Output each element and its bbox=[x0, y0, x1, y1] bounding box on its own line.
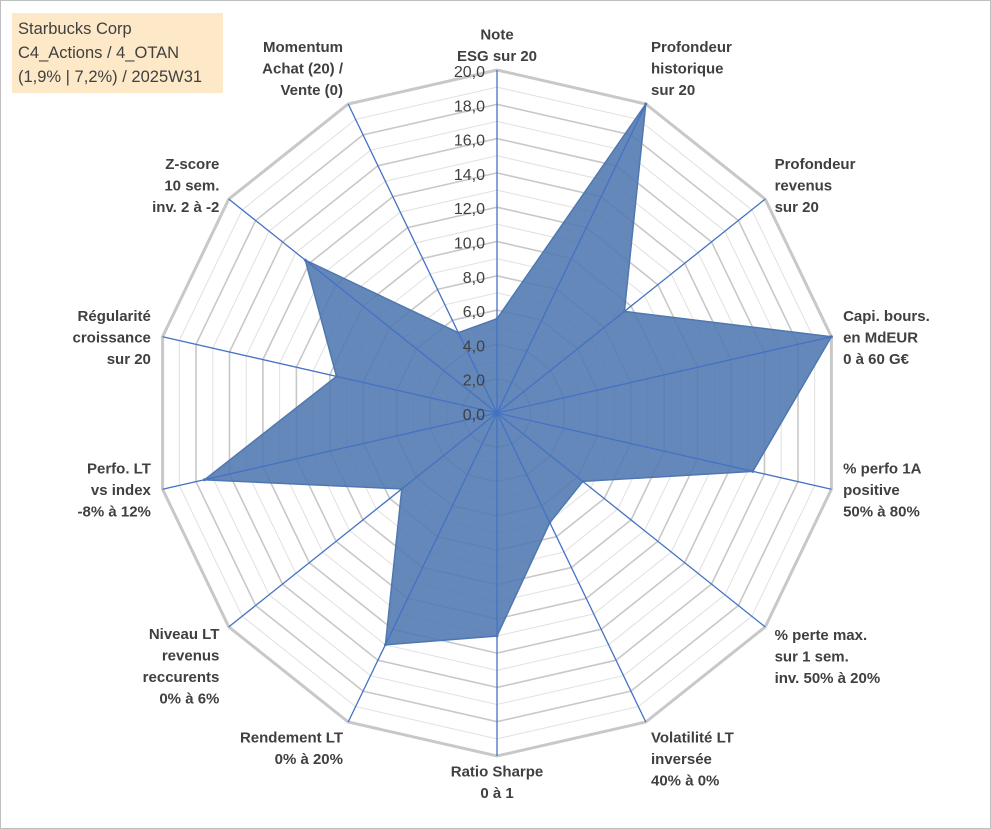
tick-label: 16,0 bbox=[454, 133, 485, 150]
axis-label: 10 sem. bbox=[164, 178, 219, 195]
tick-label: 8,0 bbox=[463, 270, 485, 287]
data-point bbox=[383, 643, 387, 647]
tick-label: 4,0 bbox=[463, 338, 485, 355]
axis-label: 0% à 20% bbox=[275, 751, 343, 768]
tick-label: 18,0 bbox=[454, 98, 485, 115]
axis-spoke bbox=[162, 412, 498, 490]
title-period: (1,9% | 7,2%) / 2025W31 bbox=[18, 68, 203, 86]
axis-label: en MdEUR bbox=[843, 329, 918, 346]
tick-label: 0,0 bbox=[463, 407, 485, 424]
axis-label: Capi. bours. bbox=[843, 308, 930, 325]
axis-spoke bbox=[496, 412, 766, 628]
axis-spoke bbox=[496, 412, 647, 723]
data-point bbox=[622, 309, 626, 313]
axis-label: 0 à 1 bbox=[480, 785, 513, 802]
data-point bbox=[581, 479, 585, 483]
axis-label: sur 20 bbox=[651, 82, 695, 99]
title-company: Starbucks Corp bbox=[18, 20, 132, 38]
tick-label: 12,0 bbox=[454, 201, 485, 218]
data-point bbox=[202, 478, 206, 482]
tick-label: 6,0 bbox=[463, 304, 485, 321]
tick-label: 14,0 bbox=[454, 167, 485, 184]
axis-label: 0% à 6% bbox=[159, 691, 219, 708]
axis-label: Perfo. LT bbox=[87, 461, 151, 478]
axis-label: Note bbox=[480, 27, 513, 44]
axis-spoke bbox=[228, 198, 498, 414]
axis-label: inv. 2 à -2 bbox=[152, 199, 219, 216]
axis-label: revenus bbox=[162, 648, 220, 665]
axis-label: Z-score bbox=[165, 156, 219, 173]
axis-spoke bbox=[496, 103, 647, 414]
data-point bbox=[495, 317, 499, 321]
tick-label: 2,0 bbox=[463, 373, 485, 390]
axis-label: Rendement LT bbox=[240, 730, 343, 747]
axis-label: Profondeur bbox=[775, 156, 856, 173]
axis-label: % perte max. bbox=[775, 627, 868, 644]
axis-label: Niveau LT bbox=[149, 626, 220, 643]
tick-label: 20,0 bbox=[454, 64, 485, 81]
axis-spoke bbox=[162, 336, 498, 414]
axis-label: 40% à 0% bbox=[651, 773, 719, 790]
axis-label: sur 20 bbox=[775, 199, 819, 216]
data-point bbox=[495, 634, 499, 638]
axis-label: revenus bbox=[775, 178, 833, 195]
axis-label: inversée bbox=[651, 751, 712, 768]
axis-label: ESG sur 20 bbox=[457, 48, 537, 65]
axis-label: Achat (20) / bbox=[262, 61, 344, 78]
axis-label: Momentum bbox=[263, 39, 343, 56]
axis-label: historique bbox=[651, 61, 724, 78]
data-area bbox=[202, 103, 833, 646]
data-point bbox=[456, 331, 460, 335]
axis-spoke bbox=[496, 412, 832, 490]
axis-spoke bbox=[496, 336, 832, 414]
axis-label: Ratio Sharpe bbox=[451, 764, 544, 781]
axis-label: -8% à 12% bbox=[78, 504, 151, 521]
axis-label: 50% à 80% bbox=[843, 504, 920, 521]
data-point bbox=[829, 335, 833, 339]
data-point bbox=[303, 258, 307, 262]
axis-spoke bbox=[228, 412, 498, 628]
axis-label: % perfo 1A bbox=[843, 461, 922, 478]
axis-label: inv. 50% à 20% bbox=[775, 670, 881, 687]
data-point bbox=[548, 521, 552, 525]
axis-label: Profondeur bbox=[651, 39, 732, 56]
axis-label: vs index bbox=[91, 482, 152, 499]
data-point bbox=[400, 487, 404, 491]
axis-label: sur 1 sem. bbox=[775, 649, 849, 666]
axis-label: Volatilité LT bbox=[651, 730, 734, 747]
chart-title-box: Starbucks Corp C4_Actions / 4_OTAN (1,9%… bbox=[12, 13, 223, 93]
axis-label: reccurents bbox=[143, 669, 220, 686]
data-point bbox=[335, 374, 338, 378]
axis-label: Régularité bbox=[78, 308, 151, 325]
axis-label: sur 20 bbox=[107, 351, 151, 368]
axis-spoke bbox=[347, 103, 498, 414]
data-point bbox=[644, 102, 648, 106]
axis-spoke bbox=[496, 198, 766, 414]
axis-label: positive bbox=[843, 482, 900, 499]
axis-label: 0 à 60 G€ bbox=[843, 351, 910, 368]
axis-spoke bbox=[347, 412, 498, 723]
axis-label: croissance bbox=[73, 329, 151, 346]
data-point bbox=[751, 469, 755, 473]
tick-label: 10,0 bbox=[454, 236, 485, 253]
axis-label: Vente (0) bbox=[280, 82, 343, 99]
title-category: C4_Actions / 4_OTAN bbox=[18, 44, 180, 62]
